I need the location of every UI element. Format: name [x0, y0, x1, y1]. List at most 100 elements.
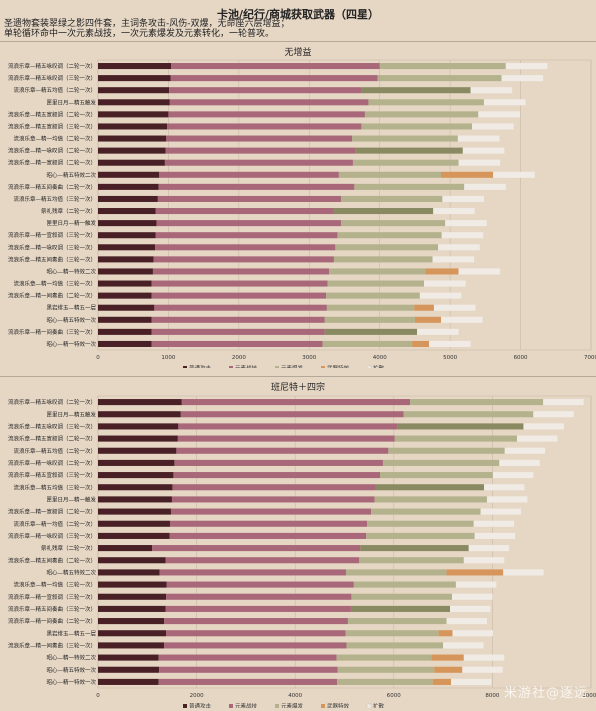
- category-label: 流浪乐章—精五均值（三轮一次）: [13, 483, 96, 491]
- category-label: 昭心—精五特效二次: [46, 171, 96, 179]
- bar-segment-skill: [173, 472, 380, 479]
- bar-segment-swirl: [429, 340, 471, 347]
- bar-segment-swirl: [417, 328, 459, 335]
- bar-segment-burst: [375, 484, 485, 491]
- bar-segment-burst: [326, 304, 415, 311]
- bar-segment-normal-attack: [98, 557, 166, 564]
- bar-segment-weapon-effect: [446, 569, 504, 576]
- bar-segment-burst: [345, 569, 447, 576]
- bar-segment-normal-attack: [98, 459, 175, 466]
- category-label: 流浪乐章—精一咏叹调（三轮一次）: [8, 532, 96, 540]
- bar-segment-normal-attack: [98, 147, 166, 154]
- category-label: 昭心—精五特效一次: [46, 316, 96, 324]
- category-label: 流浪乐章—精五咏叹调（三轮一次）: [8, 422, 96, 430]
- bar-segment-skill: [164, 159, 353, 166]
- bar-segment-swirl: [483, 99, 526, 106]
- category-label: 流浪乐章—精五间奏曲（二轮一次）: [8, 183, 96, 191]
- bar-segment-swirl: [443, 642, 484, 649]
- x-tick-label: 0: [96, 693, 100, 699]
- bar-segment-normal-attack: [98, 654, 159, 661]
- bar-segment-swirl: [450, 678, 492, 685]
- legend-swatch: [275, 366, 279, 368]
- description-line-2: 单轮循环命中一次元素战技，一次元素爆发及元素转化，一轮普攻。: [4, 29, 275, 39]
- category-label: 流浪乐章—精五均值（二轮一次）: [13, 86, 96, 94]
- bar-segment-normal-attack: [98, 87, 170, 94]
- bar-segment-burst: [336, 654, 432, 661]
- bar-segment-normal-attack: [98, 304, 155, 311]
- bar-segment-normal-attack: [98, 340, 152, 347]
- legend-label: 普通攻击: [189, 364, 212, 368]
- bar-segment-swirl: [499, 459, 540, 466]
- bar-segment-skill: [151, 340, 323, 347]
- category-label: 流浪乐章—精一均值（三轮一次）: [13, 581, 96, 589]
- bar-segment-skill: [177, 435, 395, 442]
- bar-segment-skill: [165, 605, 351, 612]
- bar-segment-swirl: [463, 557, 505, 564]
- bar-segment-weapon-effect: [440, 171, 494, 178]
- bar-segment-swirl: [445, 220, 487, 227]
- bar-segment-skill: [171, 496, 375, 503]
- category-label: 流浪乐章—精五宣叙调（三轮一次）: [8, 122, 96, 130]
- bar-segment-skill: [176, 447, 389, 454]
- category-label: 流浪乐章—精一间奏曲（三轮一次）: [8, 641, 96, 649]
- bar-segment-normal-attack: [98, 678, 159, 685]
- bar-segment-swirl: [480, 508, 521, 515]
- bar-segment-burst: [394, 435, 518, 442]
- legend-swatch: [275, 704, 279, 708]
- bar-segment-skill: [165, 557, 360, 564]
- watermark: 米游社@逐远: [503, 686, 588, 701]
- bar-segment-swirl: [450, 605, 491, 612]
- x-tick-label: 3000: [302, 355, 316, 361]
- bar-segment-skill: [152, 268, 330, 275]
- bar-segment-swirl: [446, 618, 487, 625]
- bar-segment-swirl: [458, 159, 501, 166]
- category-label: 流浪乐章—精一咏叹调（三轮一次）: [8, 243, 96, 251]
- bar-segment-skill: [158, 654, 337, 661]
- bar-segment-weapon-effect: [412, 340, 430, 347]
- category-label: 流浪乐章—精一间奏曲（三轮一次）: [8, 328, 96, 336]
- bar-segment-skill: [170, 75, 378, 82]
- bar-segment-skill: [152, 545, 361, 552]
- bar-segment-normal-attack: [98, 618, 165, 625]
- bar-segment-burst: [364, 111, 479, 118]
- bar-segment-burst: [337, 232, 442, 239]
- bar-segment-normal-attack: [98, 411, 181, 418]
- bar-segment-burst: [359, 557, 464, 564]
- bar-segment-normal-attack: [98, 605, 166, 612]
- x-tick-label: 1000: [161, 355, 175, 361]
- bar-segment-swirl: [486, 496, 528, 503]
- bar-segment-swirl: [432, 256, 475, 263]
- x-tick-label: 6000: [387, 693, 401, 699]
- category-label: 流浪乐章—精五均值（三轮一次）: [13, 195, 96, 203]
- bar-segment-skill: [151, 316, 325, 323]
- bar-segment-skill: [151, 280, 328, 287]
- description-line-1: 圣遗物套装翠绿之影四件套，主词条攻击-风伤-双爆，无命座六层增益；: [4, 19, 290, 29]
- bar-segment-normal-attack: [98, 496, 172, 503]
- bar-segment-swirl: [464, 183, 506, 190]
- category-label: 流浪乐章—精五咏叹调（二轮一次）: [8, 62, 96, 70]
- bar-segment-skill: [159, 666, 338, 673]
- bar-segment-skill: [166, 630, 346, 637]
- bar-segment-swirl: [484, 484, 525, 491]
- category-label: 流浪乐章—精五均值（二轮一次）: [13, 447, 96, 455]
- bar-segment-normal-attack: [98, 292, 152, 299]
- bar-segment-swirl: [438, 244, 480, 251]
- bar-segment-swirl: [462, 147, 505, 154]
- category-label: 流浪乐章—精一间奏曲（二轮一次）: [8, 617, 96, 625]
- legend-label: 元素战技: [235, 702, 258, 708]
- bar-segment-swirl: [419, 292, 462, 299]
- legend-label: 武器特效: [327, 364, 350, 368]
- bar-segment-burst: [352, 159, 459, 166]
- bar-segment-burst: [379, 472, 493, 479]
- bar-segment-normal-attack: [98, 123, 168, 130]
- bar-segment-skill: [155, 244, 336, 251]
- bar-segment-burst: [335, 244, 439, 251]
- category-label: 黑岩绯玉—精五一层: [46, 629, 96, 637]
- bar-segment-normal-attack: [98, 195, 158, 202]
- category-label: 流浪乐章—精一均值（三轮一次）: [13, 280, 96, 288]
- bar-segment-normal-attack: [98, 520, 170, 527]
- category-label: 昭心—精五特效一次: [46, 666, 96, 674]
- bar-chart-no-buff: 0 1000 2000 3000 4000 5000 6000 7000 流浪乐章—精五咏叹调（…: [8, 59, 596, 368]
- bar-segment-skill: [151, 328, 325, 335]
- category-label: 流浪乐章—精一宣叙调（二轮一次）: [8, 159, 96, 167]
